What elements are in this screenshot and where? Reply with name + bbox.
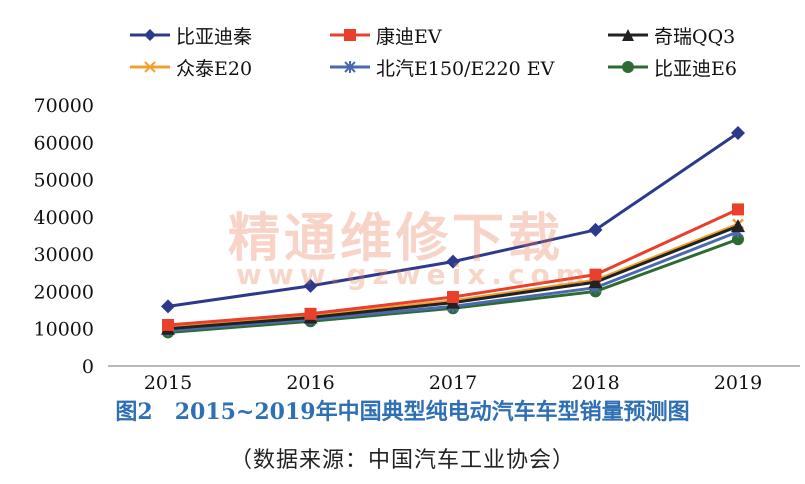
y-tick-label: 40000 bbox=[34, 207, 94, 229]
y-tick-label: 10000 bbox=[34, 319, 94, 341]
data-point bbox=[304, 307, 317, 320]
legend-label: 奇瑞QQ3 bbox=[654, 25, 736, 48]
legend-item: 比亚迪E6 bbox=[606, 56, 737, 80]
legend-label: 比亚迪E6 bbox=[654, 57, 737, 80]
watermark-text: 精通维修下载 bbox=[228, 209, 565, 269]
legend-item: 北汽E150/E220 EV bbox=[328, 56, 555, 80]
data-point bbox=[732, 233, 744, 246]
line-chart: 0 10000 20000 30000 40000 50000 60000 70000 2015… bbox=[34, 95, 800, 394]
legend-marker-star bbox=[330, 61, 370, 73]
legend-marker-square bbox=[330, 29, 370, 41]
y-tick-label: 60000 bbox=[34, 132, 94, 154]
legend-label: 比亚迪秦 bbox=[176, 25, 253, 48]
y-tick-label: 50000 bbox=[34, 170, 94, 192]
data-point bbox=[731, 219, 745, 233]
legend-marker-x bbox=[130, 61, 170, 73]
legend-item: 众泰E20 bbox=[128, 56, 253, 80]
data-point bbox=[588, 222, 603, 237]
data-point bbox=[447, 291, 459, 304]
y-tick-label: 30000 bbox=[34, 244, 94, 266]
legend: 比亚迪秦 康迪EV 奇瑞QQ3 众泰E20 北汽E150/E220 EV 比亚迪… bbox=[0, 24, 805, 84]
x-tick-label: 2016 bbox=[286, 372, 334, 394]
figure-caption: 图2 2015~2019年中国典型纯电动汽车车型销量预测图 bbox=[0, 394, 805, 426]
x-tick-label: 2019 bbox=[714, 372, 762, 394]
legend-marker-diamond bbox=[130, 29, 170, 41]
data-point bbox=[162, 318, 174, 331]
x-tick-label: 2017 bbox=[429, 372, 477, 394]
y-tick-label: 70000 bbox=[34, 95, 94, 117]
data-point bbox=[731, 125, 745, 140]
x-tick-label: 2018 bbox=[571, 372, 619, 394]
data-point bbox=[161, 299, 175, 314]
y-tick-label: 20000 bbox=[34, 281, 94, 303]
data-point bbox=[446, 254, 460, 269]
legend-label: 康迪EV bbox=[376, 25, 442, 48]
legend-marker-triangle bbox=[608, 29, 648, 41]
x-tick-label: 2015 bbox=[144, 372, 192, 394]
data-point bbox=[589, 268, 602, 281]
y-tick-label: 0 bbox=[82, 356, 94, 378]
data-source: （数据来源：中国汽车工业协会） bbox=[229, 448, 575, 473]
data-point bbox=[303, 278, 318, 293]
data-point bbox=[732, 203, 744, 216]
watermark-url: www.gzweix.com bbox=[236, 258, 591, 291]
figure-number: 图2 bbox=[115, 399, 153, 425]
legend-item: 奇瑞QQ3 bbox=[606, 24, 736, 48]
legend-label: 众泰E20 bbox=[176, 57, 253, 80]
legend-label: 北汽E150/E220 EV bbox=[376, 57, 555, 80]
legend-item: 康迪EV bbox=[328, 24, 442, 48]
figure-title: 2015~2019年中国典型纯电动汽车车型销量预测图 bbox=[174, 399, 690, 425]
legend-marker-circle bbox=[608, 61, 648, 73]
legend-item: 比亚迪秦 bbox=[128, 24, 253, 48]
data-point bbox=[588, 275, 603, 289]
